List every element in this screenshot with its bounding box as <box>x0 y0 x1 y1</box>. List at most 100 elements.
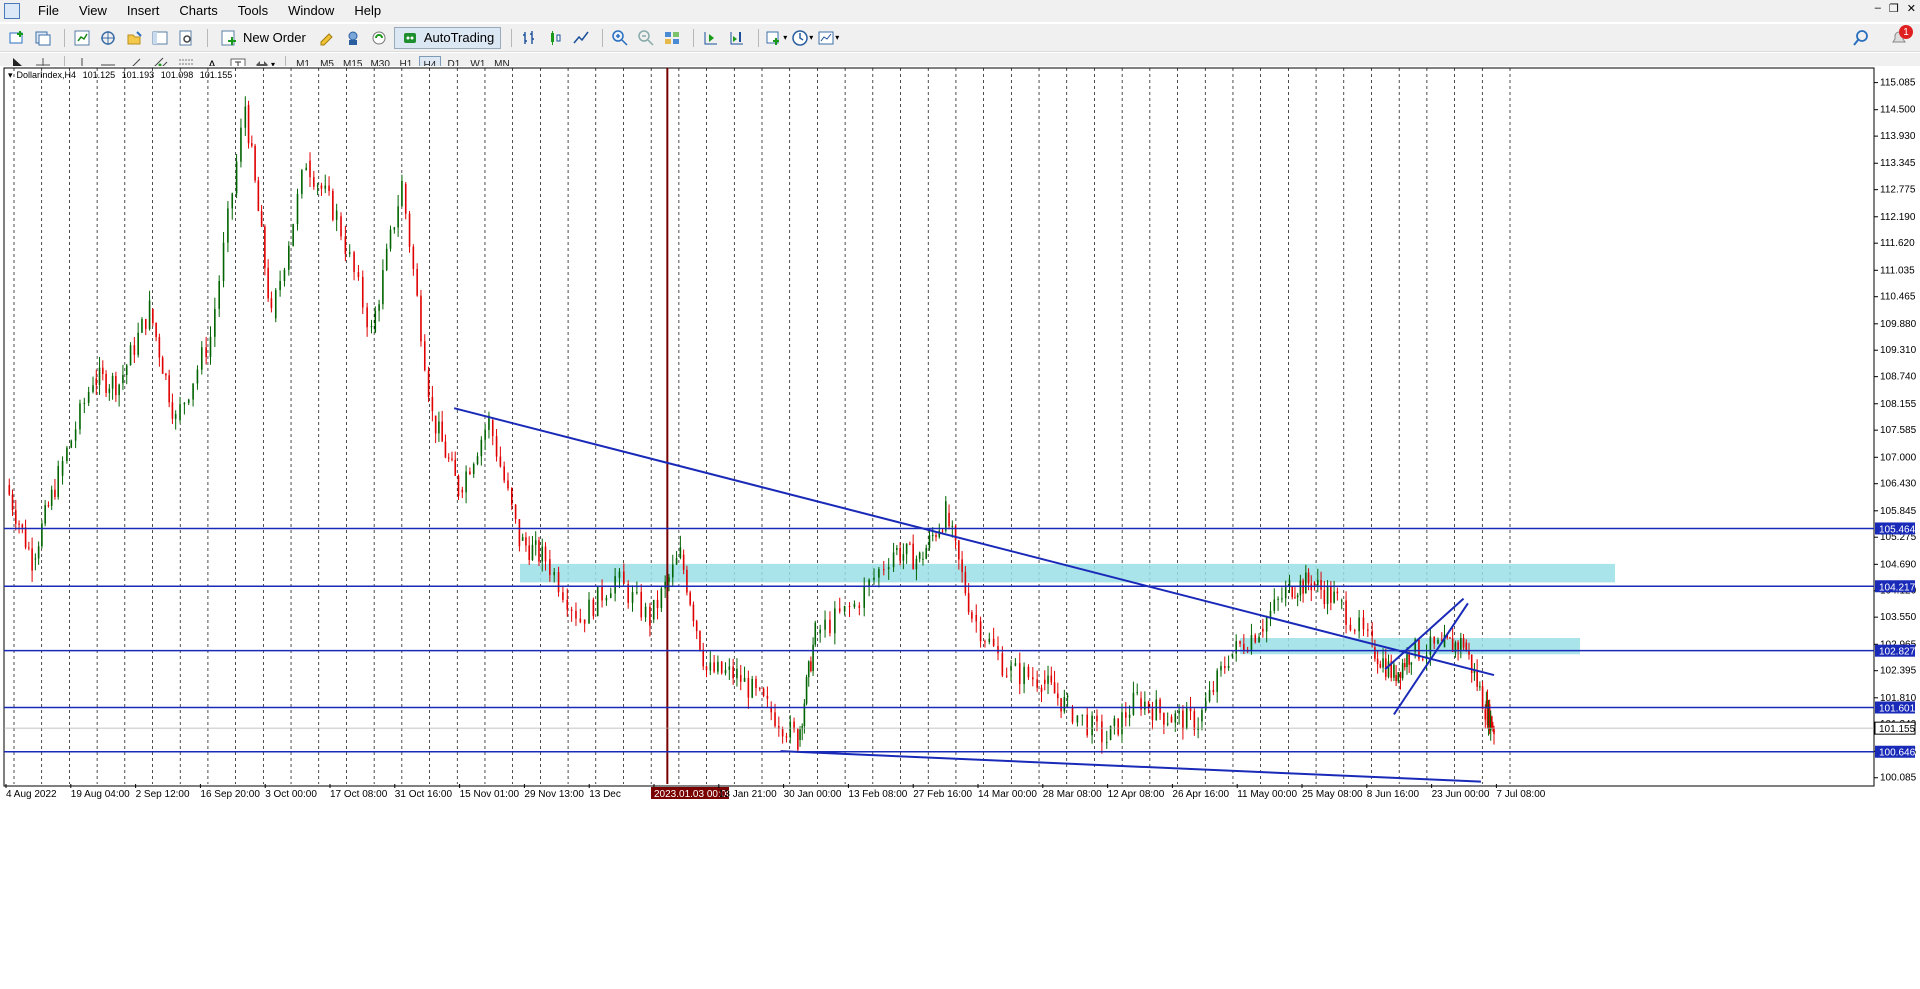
menu-window[interactable]: Window <box>288 3 335 18</box>
candle-body <box>682 554 685 570</box>
menu-file[interactable]: File <box>38 3 59 18</box>
terminal-icon[interactable] <box>149 27 171 49</box>
text-icon[interactable]: A <box>207 57 216 72</box>
close-button[interactable]: ✕ <box>1906 3 1916 15</box>
minimize-button[interactable]: – <box>1874 2 1881 14</box>
candle-body <box>1091 715 1093 736</box>
candle-body <box>1281 598 1283 600</box>
candle-body <box>652 599 655 620</box>
menu-tools[interactable]: Tools <box>237 3 269 18</box>
candle-body <box>37 546 40 559</box>
timeframe-mn[interactable]: MN <box>494 58 510 70</box>
search-icon[interactable] <box>1850 27 1872 49</box>
candle-body <box>397 206 399 228</box>
candle-body <box>1163 713 1165 725</box>
new-order-button[interactable]: New Order <box>214 27 312 49</box>
candle-body <box>938 530 941 538</box>
chart-shift-icon[interactable] <box>726 27 748 49</box>
candle-body <box>244 106 247 128</box>
timeframe-d1[interactable]: D1 <box>447 58 461 70</box>
restore-button[interactable]: ❐ <box>1888 3 1899 15</box>
candle-body <box>553 571 556 576</box>
candle-body <box>1182 710 1184 730</box>
candle-body <box>810 661 812 672</box>
timeframe-m5[interactable]: M5 <box>320 58 334 70</box>
line-chart-icon[interactable] <box>570 27 592 49</box>
candle-body <box>805 677 808 704</box>
time-tick-label: 26 Apr 16:00 <box>1172 789 1229 800</box>
templates-icon[interactable]: ▾ <box>817 27 839 49</box>
candle-body <box>1323 589 1326 605</box>
new-chart-icon[interactable] <box>6 27 28 49</box>
horizontal-line-icon[interactable] <box>97 54 119 76</box>
tile-windows-icon[interactable] <box>661 27 683 49</box>
candle-body <box>601 585 603 601</box>
candle-body <box>544 546 547 562</box>
zoom-in-icon[interactable] <box>609 27 631 49</box>
candlestick-chart-icon[interactable] <box>544 27 566 49</box>
candle-body <box>566 599 569 610</box>
timeframe-m1[interactable]: M1 <box>296 58 310 70</box>
candle-body <box>309 160 311 178</box>
indicators-icon[interactable]: ▾ <box>765 27 787 49</box>
candle-body <box>1404 663 1406 668</box>
candle-body <box>931 534 934 536</box>
navigator-icon[interactable] <box>123 27 145 49</box>
signals-icon[interactable] <box>342 27 364 49</box>
candle-body <box>507 480 509 489</box>
candle-body <box>762 688 765 696</box>
timeframe-w1[interactable]: W1 <box>470 58 486 70</box>
trendline <box>1384 597 1465 670</box>
candle-body <box>457 475 460 497</box>
candle-body <box>988 638 991 643</box>
chart-frame <box>3 67 1875 787</box>
menu-help[interactable]: Help <box>354 3 382 18</box>
app-icon <box>4 3 20 19</box>
metaeditor-icon[interactable] <box>316 27 338 49</box>
zoom-out-icon[interactable] <box>635 27 657 49</box>
candle-body <box>1288 580 1291 588</box>
market-watch-icon[interactable] <box>71 27 93 49</box>
candle-body <box>472 464 475 475</box>
timeframe-m15[interactable]: M15 <box>343 58 363 70</box>
candle-body <box>928 535 931 548</box>
price-tick-label: 105.275 <box>1880 532 1917 543</box>
data-window-icon[interactable] <box>97 27 119 49</box>
candle-body <box>1023 666 1025 685</box>
candle-body <box>1197 727 1199 730</box>
candle-body <box>1018 663 1021 685</box>
candle-body <box>614 576 616 594</box>
timeframe-h1[interactable]: H1 <box>399 58 413 70</box>
candle-body <box>18 523 20 525</box>
notifications-icon[interactable]: 1 <box>1888 25 1913 49</box>
candle-body <box>1212 690 1215 692</box>
candle-body <box>1399 672 1402 679</box>
candle-body <box>803 703 806 726</box>
timeframe-m30[interactable]: M30 <box>370 58 390 70</box>
menu-insert[interactable]: Insert <box>126 3 160 18</box>
autotrading-button[interactable]: AutoTrading <box>393 26 502 49</box>
price-tick-label: 113.930 <box>1880 131 1916 142</box>
menu-charts[interactable]: Charts <box>179 3 218 18</box>
chart-window[interactable]: 115.085 114.500 113.930 113.345 112.775 112.1… <box>0 66 1920 989</box>
fibonacci-icon[interactable] <box>175 54 197 76</box>
candle-body <box>882 569 885 571</box>
candle-body <box>799 729 801 740</box>
candle-body <box>340 216 342 237</box>
cursor-icon[interactable] <box>6 54 28 76</box>
trendline <box>780 750 1481 783</box>
profiles-icon[interactable] <box>32 27 54 49</box>
menu-view[interactable]: View <box>78 3 107 18</box>
candle-body <box>1421 658 1424 660</box>
candle-body <box>1060 698 1062 712</box>
bar-chart-icon[interactable] <box>518 27 540 49</box>
candle-body <box>958 540 960 560</box>
price-chart[interactable]: 115.085 114.500 113.930 113.345 112.775 112.1… <box>0 66 1920 989</box>
price-tick-label: 103.550 <box>1880 612 1917 623</box>
periods-icon[interactable]: ▾ <box>791 27 813 49</box>
candle-body <box>964 572 967 594</box>
candle-body <box>1284 587 1287 599</box>
market-icon[interactable] <box>368 27 390 49</box>
auto-scroll-icon[interactable] <box>700 27 722 49</box>
strategy-tester-icon[interactable] <box>175 27 197 49</box>
